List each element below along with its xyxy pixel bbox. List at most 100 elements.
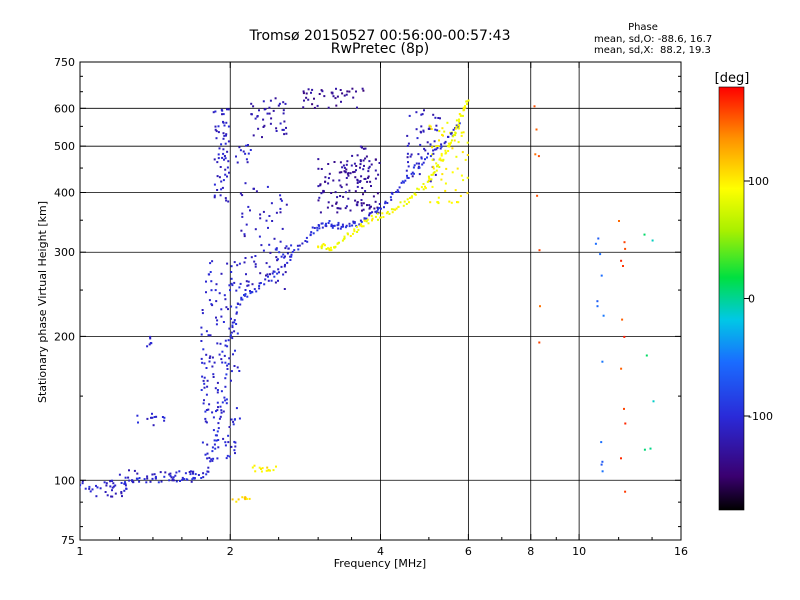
scatter-point [206, 443, 209, 446]
scatter-point [172, 479, 175, 482]
trace-o-point [169, 474, 172, 477]
colorbar-ticks: 100 0 -100 [744, 175, 773, 423]
scatter-point [245, 273, 247, 276]
trace-o-point [444, 140, 447, 143]
scatter-point [238, 370, 241, 372]
scatter-point [374, 158, 377, 161]
scatter-point [266, 273, 269, 276]
scatter-point [261, 467, 264, 470]
scatter-point [233, 440, 236, 443]
scatter-point [438, 139, 440, 142]
trace-x-point [447, 142, 450, 145]
scatter-point [234, 452, 236, 455]
scatter-point [372, 195, 375, 198]
scatter-point [440, 178, 443, 181]
scatter-point [216, 381, 219, 384]
trace-o-point [318, 227, 321, 230]
scatter-point [244, 257, 247, 259]
trace-o-point [211, 459, 214, 462]
trace-o-point [212, 457, 215, 460]
scatter-point [368, 204, 371, 207]
scatter-point [368, 165, 371, 168]
trace-o-point [383, 206, 385, 209]
trace-x-point [399, 201, 402, 204]
scatter-point [121, 495, 123, 498]
scatter-point [111, 489, 113, 492]
scatter-point [200, 333, 203, 336]
scatter-point [149, 335, 152, 338]
scatter-point [109, 480, 112, 483]
scatter-point [262, 100, 265, 103]
scatter-point [188, 471, 191, 473]
scatter-point [267, 469, 270, 472]
scatter-point [596, 305, 599, 308]
trace-x-point [454, 134, 457, 137]
trace-x-point [438, 166, 441, 168]
scatter-point [214, 125, 217, 128]
trace-o-point [95, 484, 97, 487]
scatter-point [250, 256, 253, 259]
scatter-point [601, 360, 604, 363]
scatter-point [254, 470, 257, 473]
scatter-point [360, 199, 363, 201]
trace-o-point [418, 166, 421, 169]
scatter-point [254, 265, 257, 268]
trace-o-point [410, 172, 413, 175]
scatter-point [243, 261, 246, 264]
scatter-point [334, 97, 337, 100]
scatter-point [327, 106, 330, 109]
scatter-point [249, 149, 252, 151]
scatter-point [366, 204, 368, 207]
scatter-point [247, 284, 250, 287]
scatter-point [219, 194, 222, 197]
scatter-point [328, 172, 331, 175]
scatter-point [280, 255, 283, 258]
scatter-point [407, 142, 410, 145]
trace-o-point [363, 218, 366, 221]
scatter-point [283, 256, 286, 259]
scatter-point [205, 291, 207, 294]
scatter-point [373, 207, 376, 210]
scatter-point [223, 158, 225, 161]
scatter-point [327, 201, 330, 204]
scatter-point [124, 482, 127, 485]
scatter-point [359, 166, 361, 169]
scatter-point [221, 350, 224, 353]
scatter-point [317, 185, 320, 188]
scatter-point [538, 341, 541, 344]
trace-o-point [149, 480, 152, 483]
scatter-point [221, 156, 224, 159]
scatter-point [146, 417, 149, 420]
trace-x-point [457, 127, 460, 130]
scatter-point [96, 486, 99, 489]
trace-o-point [273, 270, 276, 273]
trace-x-point [376, 212, 379, 215]
x-tick-label: 8 [527, 545, 534, 558]
scatter-point [265, 469, 268, 472]
scatter-point [356, 182, 359, 184]
trace-o-point [224, 385, 227, 388]
trace-o-point [192, 472, 194, 475]
trace-o-point [233, 321, 236, 324]
trace-o-point [175, 480, 178, 483]
trace-o-point [124, 481, 126, 484]
scatter-point [228, 171, 230, 174]
scatter-point [189, 470, 192, 473]
scatter-point [214, 110, 217, 113]
trace-o-point [404, 179, 407, 182]
trace-o-point [391, 192, 394, 195]
trace-o-point [353, 221, 356, 224]
scatter-point [225, 402, 228, 405]
scatter-point [284, 102, 287, 105]
scatter-point [245, 144, 248, 147]
trace-x-point [464, 105, 466, 108]
scatter-point [348, 189, 351, 192]
scatter-point [342, 195, 345, 198]
trace-o-point [316, 226, 319, 229]
trace-x-point [442, 158, 445, 161]
scatter-point [597, 237, 600, 240]
scatter-point [341, 166, 344, 169]
scatter-point [335, 104, 338, 107]
scatter-point [281, 128, 284, 131]
scatter-point [217, 153, 220, 156]
